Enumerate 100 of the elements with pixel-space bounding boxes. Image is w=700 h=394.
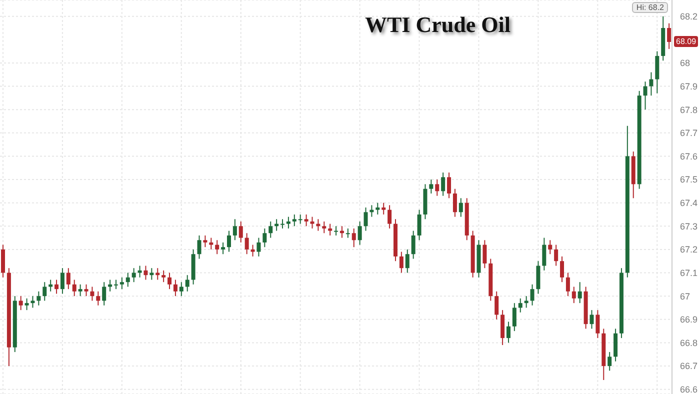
candlestick	[548, 240, 552, 255]
annotation: Hi: 68.2	[632, 2, 668, 13]
candlestick	[108, 279, 112, 292]
candlestick	[144, 265, 148, 280]
candlestick	[78, 284, 82, 297]
candlestick	[322, 220, 326, 234]
candlestick	[18, 296, 23, 311]
candlestick	[268, 220, 273, 238]
candlestick	[120, 276, 124, 290]
y-tick-label: 67.3	[680, 221, 698, 232]
candlestick	[162, 270, 166, 283]
y-tick-label: 68	[680, 58, 690, 68]
y-tick-label: 67.7	[680, 128, 698, 138]
candlestick	[84, 284, 88, 297]
candlestick	[578, 282, 582, 304]
candlestick	[54, 279, 59, 294]
candlestick	[185, 274, 190, 292]
candlestick	[226, 230, 231, 252]
y-tick-label: 66.9	[680, 314, 698, 325]
candlestick	[458, 198, 463, 218]
candlestick	[334, 226, 338, 236]
candlestick	[244, 232, 249, 255]
candlestick	[506, 321, 510, 344]
candlestick	[524, 296, 528, 308]
candlestick	[614, 328, 618, 362]
candlestick	[447, 172, 452, 199]
y-tick-label: 67	[680, 291, 690, 302]
candlestick	[256, 237, 261, 257]
candlestick	[643, 81, 648, 110]
candlestick	[512, 302, 516, 332]
candlestick	[417, 209, 422, 241]
y-tick-label: 67.6	[680, 151, 698, 162]
y-tick-label: 67.2	[680, 244, 698, 255]
candlestick	[649, 72, 654, 96]
candlestick	[452, 188, 457, 218]
candlestick	[138, 265, 142, 278]
candlestick	[114, 279, 118, 290]
candlestick	[30, 296, 35, 308]
candlestick	[173, 279, 178, 297]
candlestick	[560, 256, 564, 283]
candlestick	[221, 242, 226, 255]
candlestick	[328, 223, 332, 236]
y-tick-label: 68.2	[680, 12, 698, 22]
candlestick	[1, 244, 5, 278]
candlestick	[96, 290, 100, 306]
candlestick	[608, 352, 612, 372]
candlestick	[352, 228, 356, 248]
candlestick	[429, 179, 434, 194]
candlestick	[90, 286, 94, 302]
candlestick	[60, 268, 64, 294]
candlestick	[667, 22, 672, 50]
candlestick	[292, 214, 296, 227]
candlestick	[262, 228, 267, 248]
candlestick	[441, 172, 446, 196]
candlestick	[48, 279, 53, 292]
candlestick	[250, 244, 255, 257]
candlestick	[596, 310, 600, 339]
candlestick	[215, 240, 220, 255]
candlestick	[203, 234, 208, 248]
candlestick	[238, 220, 243, 243]
candlestick	[518, 298, 522, 313]
candlestick	[346, 228, 350, 238]
y-tick-label: 67.8	[680, 104, 698, 115]
candlestick	[572, 286, 576, 304]
candlestick	[590, 310, 594, 330]
y-tick-label: 67.1	[680, 268, 698, 278]
candlestick	[298, 214, 302, 224]
candlestick	[36, 290, 41, 306]
candlestick	[232, 218, 237, 241]
candlestick	[24, 298, 29, 311]
candlestick	[388, 204, 392, 229]
candlestick	[286, 216, 290, 229]
y-tick-label: 67.4	[680, 198, 698, 208]
candlestick	[197, 234, 202, 260]
y-tick-label: 66.8	[680, 338, 698, 348]
candlestick	[554, 244, 558, 266]
candlestick	[126, 272, 130, 288]
candlestick	[42, 282, 47, 302]
candlestick	[280, 218, 285, 229]
candlestick	[536, 260, 540, 294]
candlestick	[310, 216, 314, 229]
candlestick	[209, 237, 214, 250]
candlestick	[382, 202, 386, 215]
candlestick	[411, 230, 416, 260]
candlestick	[500, 310, 505, 346]
candlestick	[405, 248, 410, 274]
candlestick	[132, 268, 136, 283]
y-tick-label: 66.6	[680, 384, 698, 394]
candlestick	[304, 214, 308, 227]
candlestick	[358, 220, 362, 246]
candlestick	[542, 237, 546, 271]
candlestick	[102, 282, 106, 306]
y-tick-label: 67.5	[680, 174, 698, 185]
candlestick	[435, 179, 440, 196]
candlestick	[530, 284, 534, 306]
text: WTI Crude Oil	[365, 12, 510, 38]
candlestick	[168, 272, 172, 290]
y-tick-label: 66.7	[680, 361, 698, 372]
candlestick	[566, 272, 570, 297]
candlestick	[364, 206, 368, 232]
